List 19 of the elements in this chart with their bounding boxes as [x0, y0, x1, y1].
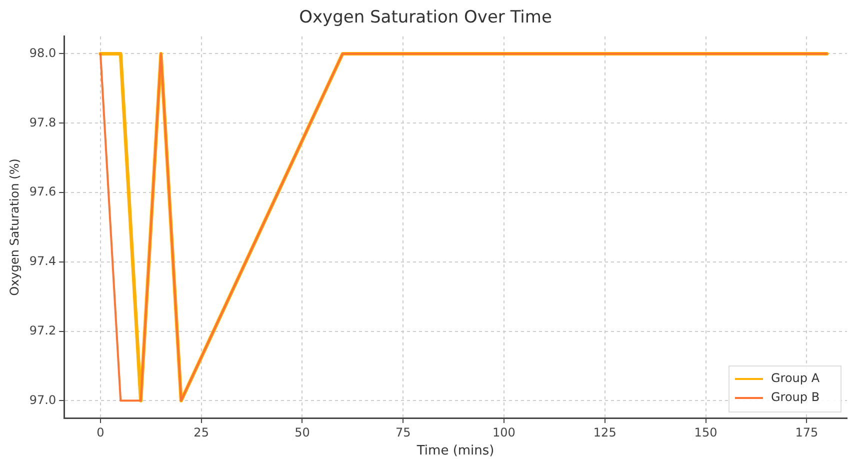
y-tick-label: 97.4 [29, 254, 56, 268]
x-tick-label: 175 [795, 425, 818, 440]
x-tick-label: 125 [593, 425, 616, 440]
chart-title: Oxygen Saturation Over Time [299, 8, 552, 28]
x-tick-label: 75 [395, 425, 411, 440]
x-tick-label: 50 [294, 425, 310, 440]
y-tick-label: 97.0 [29, 392, 56, 407]
y-axis-title: Oxygen Saturation (%) [7, 158, 22, 296]
y-tick-label: 97.6 [29, 184, 56, 199]
x-tick-label: 100 [492, 425, 516, 440]
y-tick-label: 97.8 [29, 115, 56, 130]
x-tick-label: 0 [96, 425, 104, 440]
y-tick-label: 98.0 [29, 46, 56, 60]
legend-label: Group B [771, 390, 820, 404]
y-tick-label: 97.2 [29, 323, 56, 338]
x-tick-label: 150 [694, 425, 718, 440]
legend-label: Group A [771, 371, 820, 386]
x-axis-title: Time (mins) [416, 444, 494, 459]
x-tick-label: 25 [194, 425, 209, 440]
